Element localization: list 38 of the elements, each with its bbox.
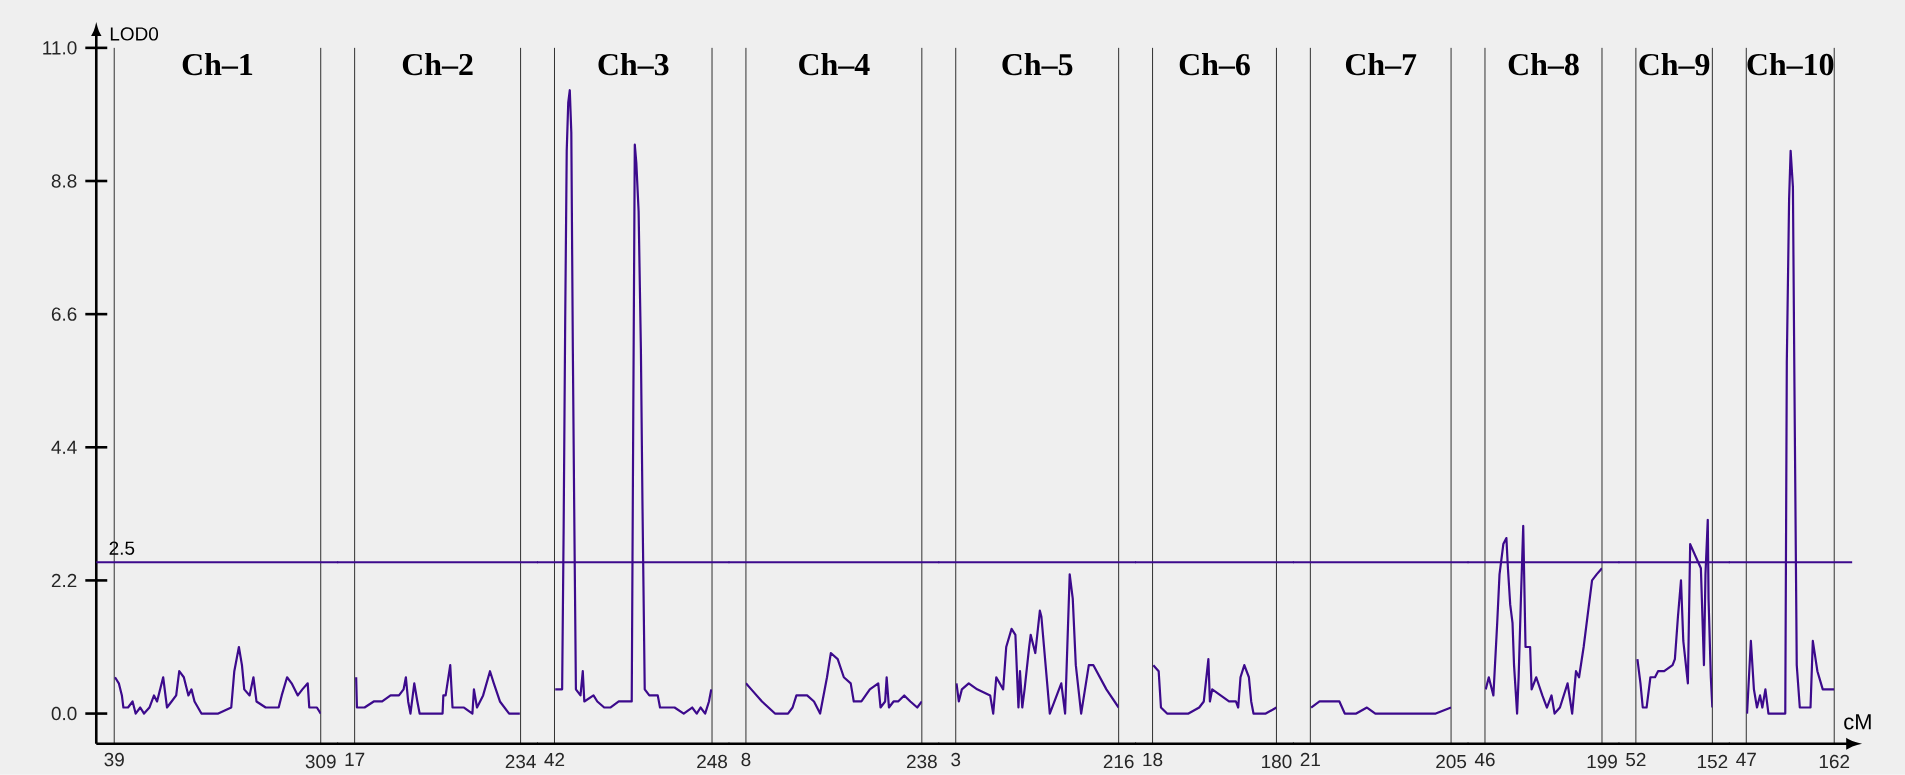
x-tick-label: 309 [305, 754, 336, 769]
x-tick-label: 21 [1300, 752, 1320, 767]
x-tick-label: 46 [1474, 752, 1495, 767]
x-tick-label: 52 [1626, 752, 1646, 767]
x-tick-label: 248 [697, 754, 728, 769]
chart-title: Ch–10 [1747, 53, 1834, 76]
y-tick-label: 2.2 [51, 573, 77, 588]
x-tick-label: 42 [544, 752, 565, 767]
x-tick-label: 152 [1697, 754, 1728, 769]
chart-title: Ch–3 [598, 53, 669, 76]
x-tick-label: 162 [1819, 754, 1850, 769]
x-tick-label: 3 [951, 752, 961, 767]
x-tick-label: 8 [741, 752, 751, 767]
y-tick-label: 8.8 [51, 174, 77, 188]
chart-title: Ch–4 [799, 53, 870, 76]
x-tick-label: 180 [1262, 754, 1292, 769]
x-tick-label: 238 [906, 754, 937, 769]
x-tick-label: 17 [345, 752, 365, 767]
y-tick-label: 4.4 [51, 440, 77, 454]
chart-title: Ch–5 [1002, 53, 1073, 76]
chart-title: Ch–9 [1639, 53, 1710, 76]
x-tick-label: 199 [1587, 754, 1617, 769]
chart-title: Ch–7 [1345, 53, 1417, 76]
x-tick-label: 234 [505, 754, 536, 769]
x-tick-label: 18 [1143, 752, 1163, 767]
y-tick-label: 11.0 [43, 41, 77, 55]
y-tick-label: 0.0 [51, 706, 77, 721]
chart-title: Ch–6 [1179, 53, 1250, 76]
chart-title: Ch–1 [182, 53, 253, 76]
x-tick-label: 47 [1736, 752, 1756, 767]
chart-title: Ch–8 [1508, 53, 1579, 76]
x-tick-label: 205 [1436, 754, 1467, 769]
chart-title: Ch–2 [402, 53, 473, 76]
x-tick-label: 216 [1103, 754, 1134, 769]
x-axis-title: cM [1844, 714, 1871, 730]
x-tick-label: 39 [104, 752, 124, 767]
y-axis-title: LOD0 [110, 27, 159, 41]
y-tick-label: 6.6 [51, 307, 77, 321]
